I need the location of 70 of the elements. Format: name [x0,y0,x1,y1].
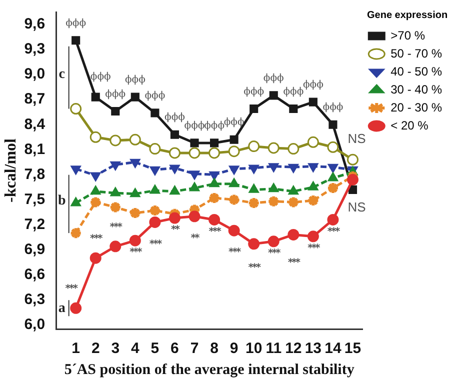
x-tick-label: 6 [170,340,179,358]
legend-title: Gene expression [367,10,448,21]
annotation: *** [248,262,262,274]
annotation: b [58,194,66,209]
x-tick-label: 2 [91,340,100,358]
annotation: ϕϕϕ [283,86,304,98]
x-tick-label: 14 [324,340,342,358]
x-tick-label: 11 [266,340,282,358]
annotation: ϕϕϕ [263,73,284,84]
x-tick-label: 4 [131,340,140,358]
y-tick-label: 6,3 [24,290,46,308]
y-tick-label: 9,6 [24,16,46,33]
y-tick-label: 6,6 [24,266,46,283]
annotation: ϕϕϕ [66,18,86,29]
legend-label: 40 - 50 % [390,64,442,78]
y-tick-label: 9,0 [24,66,46,83]
y-tick-label: 8,7 [24,90,46,108]
x-tick-label: 10 [246,340,262,358]
legend-label: 30 - 40 % [390,82,442,96]
annotation: ϕϕϕ [124,74,146,86]
annotation: *** [288,257,302,268]
annotation: ϕϕϕ [244,86,264,98]
x-tick-label: 12 [285,340,302,358]
annotation: *** [327,226,341,238]
annotation: c [58,67,65,82]
annotation: ϕϕϕ [90,72,112,83]
y-tick-label: 7,5 [24,190,46,208]
x-axis-title: 5´AS position of the average internal stability [64,362,355,378]
annotation: NS [348,131,366,146]
y-tick-label: 8,1 [24,140,46,158]
x-tick-label: 13 [304,340,322,358]
annotation: *** [208,226,222,238]
annotation: a [58,300,66,316]
annotation: *** [90,234,104,245]
annotation: ϕϕϕ [322,102,344,114]
annotation: *** [149,238,163,250]
y-tick-label: 7,8 [24,166,46,183]
annotation: NS [348,199,366,214]
annotation: ** [170,224,181,236]
annotation: ϕϕϕ [144,90,166,102]
annotation: ϕϕϕ [204,120,225,132]
x-tick-label: 9 [230,340,238,358]
annotation: *** [228,247,242,258]
x-tick-label: 3 [111,340,120,358]
x-tick-label: 1 [72,340,80,358]
annotation: *** [308,242,322,254]
annotation: *** [130,247,144,258]
annotation: ϕϕϕ [105,88,126,100]
legend-label: 20 - 30 % [390,100,442,114]
legend-label: 50 - 70 % [390,46,442,60]
x-tick-label: 15 [344,340,362,358]
y-tick-label: 6,0 [24,316,46,333]
x-tick-label: 7 [190,340,199,358]
y-tick-label: 9,3 [24,40,46,58]
legend-label: >70 % [390,28,426,42]
annotation: ϕϕϕ [164,112,186,124]
annotation: *** [65,284,79,295]
annotation: ϕϕϕ [224,117,244,128]
annotation: ϕϕϕ [184,120,205,132]
y-tick-label: 8,4 [24,116,46,133]
x-tick-label: 8 [210,340,218,358]
annotation: *** [268,248,282,259]
y-tick-label: 7,2 [24,216,46,233]
x-tick-label: 5 [150,340,160,358]
annotation: ** [190,232,201,244]
y-axis-title: -kcal/mol [2,138,20,202]
annotation: ϕϕϕ [302,80,324,91]
legend-label: < 20 % [390,118,429,132]
annotation: *** [110,222,124,234]
y-tick-label: 6,9 [24,240,46,258]
